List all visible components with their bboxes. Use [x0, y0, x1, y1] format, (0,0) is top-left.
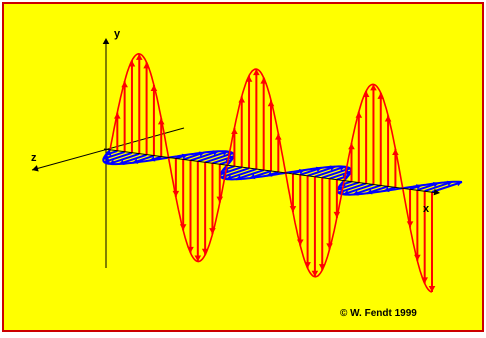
electric-field-arrowhead [114, 112, 121, 119]
magnetic-field-vector [197, 150, 229, 163]
electric-field-arrowhead [326, 243, 333, 250]
copyright-credit: © W. Fendt 1999 [340, 308, 417, 319]
electric-field-arrowhead [128, 60, 136, 67]
magnetic-field-vector [226, 168, 257, 181]
y-axis-label: y [114, 28, 121, 40]
electric-field-arrowhead [121, 81, 128, 88]
electric-field-arrowhead [201, 248, 209, 255]
magnetic-field-vectors [102, 149, 463, 196]
electric-field-arrowhead [260, 77, 267, 84]
electric-field-arrowhead [355, 111, 363, 118]
z-axis-label: z [31, 152, 37, 164]
electromagnetic-wave-diagram: y z x [31, 28, 463, 293]
electric-field-arrowhead [253, 69, 260, 76]
electric-field-arrowhead [384, 115, 392, 122]
electric-field-arrowhead [143, 62, 150, 69]
electric-field-arrowhead [238, 96, 246, 103]
x-axis-line [103, 148, 439, 194]
magnetic-field-vector [108, 152, 140, 165]
x-axis-arrowhead [433, 188, 440, 196]
electric-field-arrowhead [245, 75, 253, 82]
magnetic-field-vector [431, 181, 463, 193]
magnetic-field-vector [343, 183, 374, 196]
electric-field-arrowhead [179, 224, 187, 231]
electric-field-arrowhead [304, 262, 311, 269]
electric-field-arrowhead [333, 211, 341, 218]
electric-field-arrowhead [377, 92, 385, 99]
electric-field-arrowhead [275, 133, 282, 140]
electric-field-arrowhead [216, 196, 224, 203]
z-axis-line [31, 127, 185, 171]
z-axis-arrowhead [32, 165, 39, 172]
electric-field-arrowhead [231, 127, 238, 134]
electric-field-arrowhead [289, 206, 297, 213]
electric-field-arrowhead [362, 91, 370, 98]
electric-field-arrowhead [414, 254, 421, 261]
electric-field-arrowhead [296, 239, 304, 246]
electric-field-arrowhead [209, 228, 216, 235]
electric-field-arrowhead [421, 277, 428, 284]
x-axis-label: x [423, 203, 430, 215]
electric-field-vectors [109, 52, 436, 293]
electric-field-arrowhead [135, 53, 143, 60]
electric-field-arrowhead [406, 221, 414, 228]
magnetic-field-envelope [102, 149, 463, 196]
electric-field-arrowhead [157, 118, 165, 125]
electric-field-arrowhead [392, 148, 399, 155]
electric-field-arrowhead [150, 85, 158, 92]
electric-field-arrowhead [194, 255, 202, 262]
electric-field-arrowhead [311, 270, 319, 277]
electric-field-arrowhead [348, 143, 355, 150]
magnetic-field-arrowhead [104, 157, 110, 164]
magnetic-field-vector [314, 165, 346, 178]
electric-field-arrowhead [172, 190, 180, 197]
electric-field-arrowhead [370, 84, 377, 91]
y-axis-arrowhead [102, 38, 110, 44]
electric-field-arrowhead [267, 100, 275, 107]
axes-front [103, 148, 440, 196]
electric-field-arrowhead [428, 286, 436, 292]
electric-field-arrowhead [318, 264, 326, 271]
electric-field-arrowhead [187, 246, 194, 253]
